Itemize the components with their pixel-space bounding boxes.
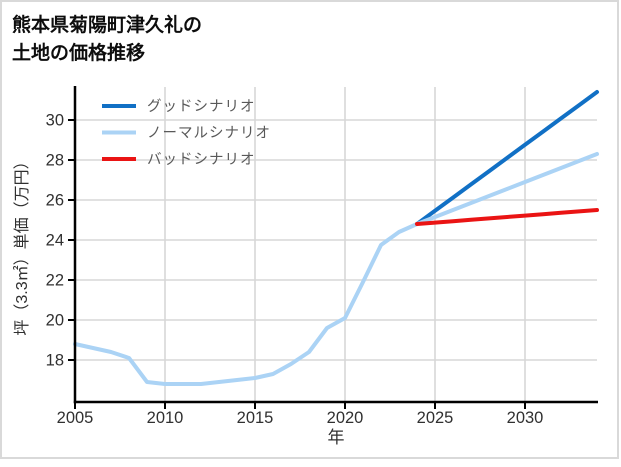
legend-label-good: グッドシナリオ (147, 98, 256, 115)
chart-title-line-1: 熊本県菊陽町津久礼の (12, 15, 203, 36)
chart-card: 熊本県菊陽町津久礼の 土地の価格推移 2005 2010 2015 2020 2025 2… (0, 0, 619, 459)
x-tick-label: 2015 (237, 409, 274, 427)
y-tick-label: 24 (46, 232, 64, 250)
bad-scenario-line (415, 208, 599, 226)
y-tick-label: 30 (46, 112, 64, 130)
x-tick-label: 2020 (327, 409, 364, 427)
y-tick-label: 20 (46, 312, 64, 330)
legend-label-normal: ノーマルシナリオ (147, 126, 271, 142)
y-tick-label: 22 (46, 272, 64, 290)
x-tick-label: 2010 (147, 409, 184, 427)
x-tick-label: 2005 (57, 409, 94, 427)
good-scenario-line (415, 90, 599, 226)
y-tick-label: 28 (46, 152, 64, 170)
x-tick-label: 2025 (417, 409, 454, 427)
normal-scenario-line (73, 152, 599, 386)
legend-label-bad: バッドシナリオ (147, 152, 256, 168)
x-tick-label: 2030 (507, 409, 544, 427)
x-axis-label: 年 (328, 428, 345, 447)
chart-title: 熊本県菊陽町津久礼の 土地の価格推移 (12, 12, 202, 68)
y-tick-label: 18 (46, 352, 64, 370)
y-axis-label: 坪（3.3㎡）単価（万円） (13, 153, 31, 335)
chart-title-line-2: 土地の価格推移 (12, 43, 146, 64)
y-tick-label: 26 (46, 192, 64, 210)
